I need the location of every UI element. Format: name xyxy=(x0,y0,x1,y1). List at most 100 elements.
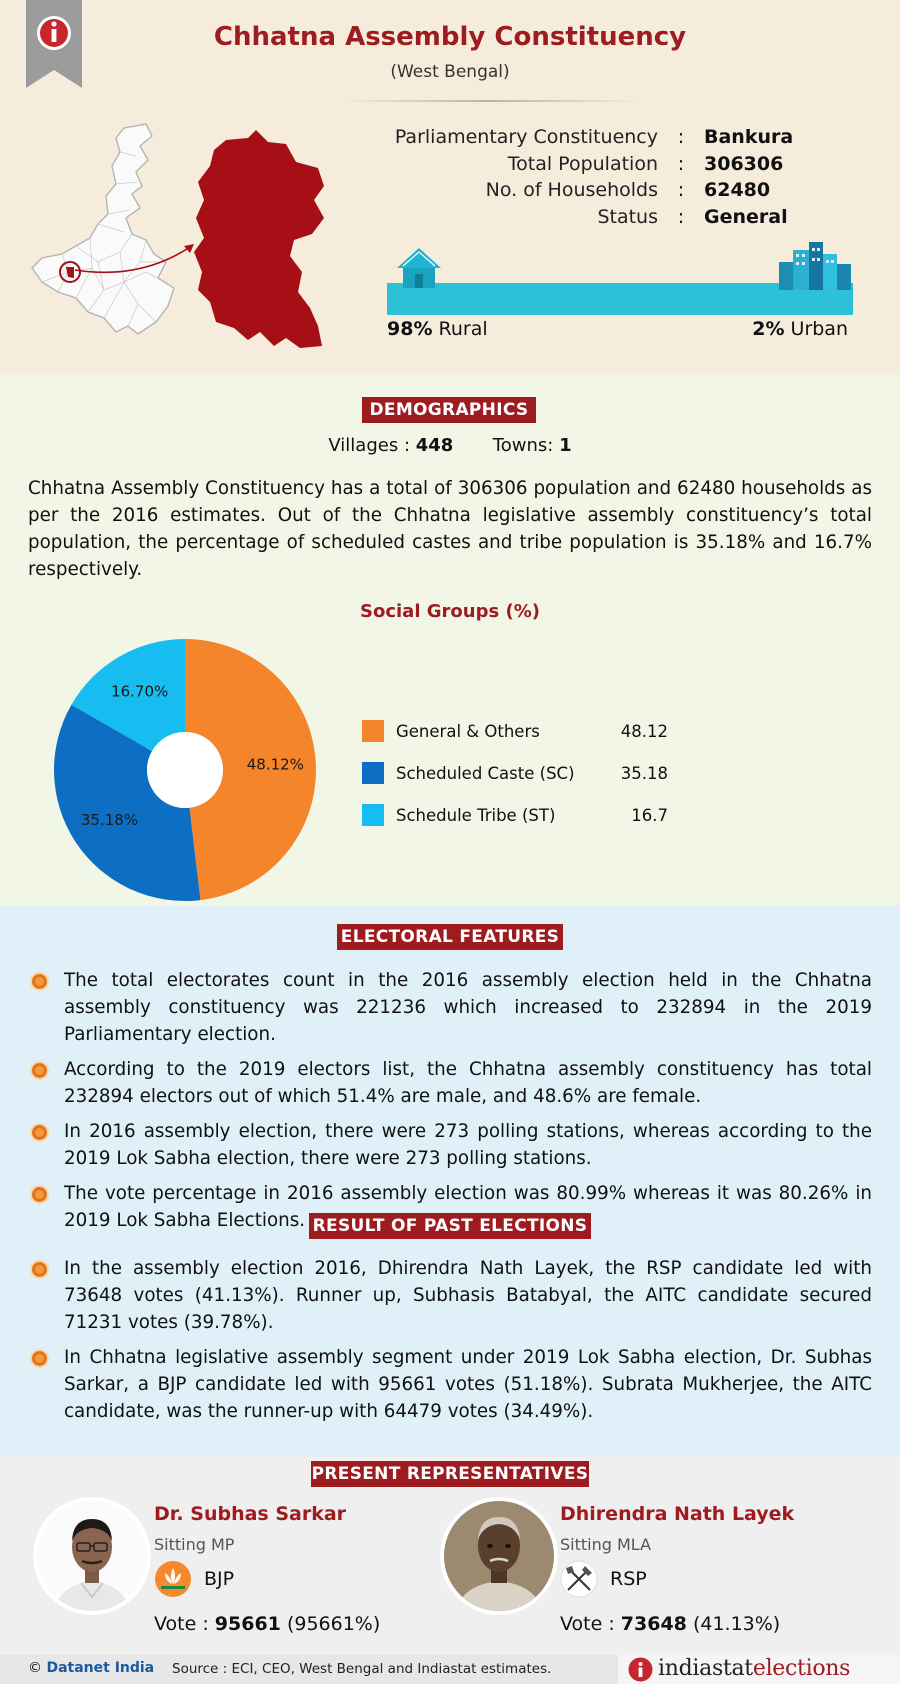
mla-votes: Vote : 73648 (41.13%) xyxy=(560,1613,780,1635)
electoral-section: ELECTORAL FEATURES The total electorates… xyxy=(0,905,900,1455)
constituency-map xyxy=(194,130,324,348)
legend-item-general: General & Others 48.12 xyxy=(362,710,682,752)
social-groups-donut-chart: 48.12% 35.18% 16.70% xyxy=(54,639,317,901)
slice-label: 48.12% xyxy=(247,756,304,774)
mla-avatar xyxy=(444,1501,554,1611)
demographics-paragraph: Chhatna Assembly Constituency has a tota… xyxy=(28,478,872,580)
legend-swatch xyxy=(362,720,384,742)
info-value: General xyxy=(704,205,788,228)
copyright-name: Datanet India xyxy=(46,1660,155,1676)
rural-percentage: 98% Rural xyxy=(387,318,488,340)
bullet-icon xyxy=(32,1351,47,1366)
urban-percentage: 2% Urban xyxy=(752,318,848,340)
header-section: Chhatna Assembly Constituency (West Beng… xyxy=(0,0,900,375)
info-colon: : xyxy=(677,126,685,149)
list-item: In Chhatna legislative assembly segment … xyxy=(28,1344,872,1425)
slice-label: 35.18% xyxy=(81,811,138,829)
bullet-text: In 2016 assembly election, there were 27… xyxy=(64,1121,872,1169)
brand-name: indiastatelections xyxy=(658,1656,850,1681)
demographics-heading: DEMOGRAPHICS xyxy=(362,397,536,423)
info-value: Bankura xyxy=(704,126,794,149)
info-icon xyxy=(628,1657,653,1682)
rural-urban-bar xyxy=(387,283,853,315)
info-value: 306306 xyxy=(704,152,784,175)
legend-value: 16.7 xyxy=(631,805,668,825)
city-icon xyxy=(779,242,851,290)
legend-label: General & Others xyxy=(396,721,540,741)
bjp-lotus-icon xyxy=(155,1561,191,1597)
info-label: No. of Households xyxy=(485,179,658,202)
list-item: In the assembly election 2016, Dhirendra… xyxy=(28,1255,872,1336)
vote-percent: (41.13%) xyxy=(692,1613,781,1635)
mla-party: RSP xyxy=(610,1568,647,1590)
title-divider xyxy=(340,100,640,102)
villages-towns: Villages : 448 Towns: 1 xyxy=(0,435,900,456)
rural-label: Rural xyxy=(438,318,488,340)
info-label: Status xyxy=(597,205,658,228)
bullet-text: The total electorates count in the 2016 … xyxy=(64,970,872,1045)
bullet-text: In the assembly election 2016, Dhirendra… xyxy=(64,1258,872,1333)
past-elections-heading: RESULT OF PAST ELECTIONS xyxy=(309,1213,591,1239)
representatives-section: PRESENT REPRESENTATIVES Dr. Subhas Sarka… xyxy=(0,1455,900,1655)
legend-swatch xyxy=(362,804,384,826)
bullet-icon xyxy=(32,1262,47,1277)
demographics-section: DEMOGRAPHICS Villages : 448 Towns: 1 Chh… xyxy=(0,375,900,905)
villages-value: 448 xyxy=(415,435,454,456)
hut-icon xyxy=(397,248,441,288)
bullet-icon xyxy=(32,974,47,989)
mp-avatar xyxy=(37,1501,147,1611)
rsp-spade-icon xyxy=(560,1560,598,1598)
info-icon xyxy=(26,0,82,88)
electoral-heading: ELECTORAL FEATURES xyxy=(337,924,563,950)
page-subtitle: (West Bengal) xyxy=(390,62,510,82)
copyright: © Datanet India xyxy=(28,1660,154,1676)
list-item: In 2016 assembly election, there were 27… xyxy=(28,1118,872,1172)
map-pointer-arrow xyxy=(74,244,194,274)
copyright-symbol: © xyxy=(28,1660,42,1676)
brand-logo: indiastatelections xyxy=(618,1655,900,1684)
bullet-text: In Chhatna legislative assembly segment … xyxy=(64,1347,872,1422)
brand-name-b: elections xyxy=(752,1656,851,1681)
mla-name: Dhirendra Nath Layek xyxy=(560,1503,795,1525)
villages-label: Villages : xyxy=(328,435,411,456)
info-row-households: No. of Households : 62480 xyxy=(380,177,860,204)
chart-title: Social Groups (%) xyxy=(360,601,540,622)
info-row-status: Status : General xyxy=(380,204,860,231)
chart-legend: General & Others 48.12 Scheduled Caste (… xyxy=(362,710,682,836)
slice-sc xyxy=(54,704,201,901)
info-colon: : xyxy=(677,152,685,175)
legend-swatch xyxy=(362,762,384,784)
mp-role: Sitting MP xyxy=(154,1535,235,1554)
towns-label: Towns: xyxy=(492,435,554,456)
legend-label: Scheduled Caste (SC) xyxy=(396,763,575,783)
info-value: 62480 xyxy=(704,179,771,202)
info-label: Parliamentary Constituency xyxy=(394,126,658,149)
representatives-heading: PRESENT REPRESENTATIVES xyxy=(311,1461,589,1487)
towns-value: 1 xyxy=(559,435,572,456)
bullet-icon xyxy=(32,1187,47,1202)
vote-percent: (95661%) xyxy=(286,1613,381,1635)
past-elections-bullets: In the assembly election 2016, Dhirendra… xyxy=(28,1255,872,1433)
slice-label: 16.70% xyxy=(111,683,168,701)
bullet-text: According to the 2019 electors list, the… xyxy=(64,1059,872,1107)
vote-count: 95661 xyxy=(214,1613,281,1635)
mp-party: BJP xyxy=(204,1568,235,1590)
slice-general xyxy=(185,639,317,901)
list-item: The vote percentage in 2016 assembly ele… xyxy=(28,1180,872,1234)
constituency-info: Parliamentary Constituency : Bankura Tot… xyxy=(380,124,860,230)
info-colon: : xyxy=(677,179,685,202)
vote-count: 73648 xyxy=(620,1613,687,1635)
info-row-pc: Parliamentary Constituency : Bankura xyxy=(380,124,860,151)
legend-value: 48.12 xyxy=(620,721,668,741)
bullet-icon xyxy=(32,1125,47,1140)
bullet-icon xyxy=(32,1063,47,1078)
source-note: Source : ECI, CEO, West Bengal and India… xyxy=(172,1661,552,1677)
info-label: Total Population xyxy=(507,152,658,175)
mp-votes: Vote : 95661 (95661%) xyxy=(154,1613,380,1635)
info-colon: : xyxy=(677,205,685,228)
legend-item-sc: Scheduled Caste (SC) 35.18 xyxy=(362,752,682,794)
mp-name: Dr. Subhas Sarkar xyxy=(154,1503,347,1525)
list-item: The total electorates count in the 2016 … xyxy=(28,967,872,1048)
legend-item-st: Schedule Tribe (ST) 16.7 xyxy=(362,794,682,836)
footer: © Datanet India Source : ECI, CEO, West … xyxy=(0,1655,900,1684)
